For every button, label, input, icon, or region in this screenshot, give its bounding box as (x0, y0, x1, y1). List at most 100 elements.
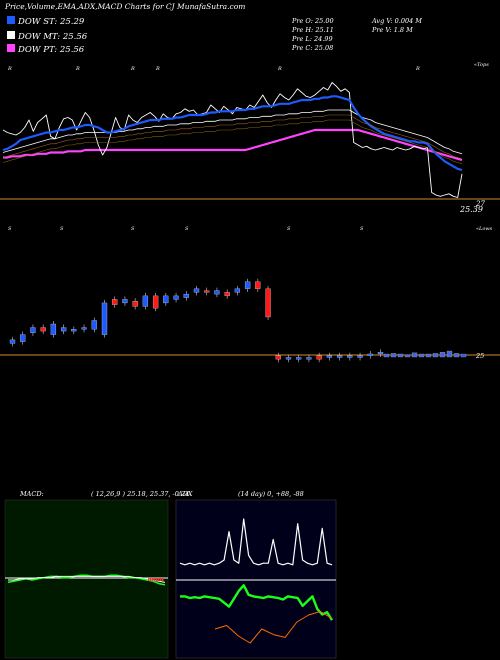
candle-27 (285, 357, 292, 360)
candle-23 (244, 281, 251, 289)
candle-35 (367, 353, 373, 356)
chart-title: Price,Volume,EMA,ADX,MACD Charts for CJ … (4, 2, 245, 11)
legend-swatch-st (7, 16, 15, 24)
stat-avg-volume: Avg V: 0.004 M (371, 17, 422, 25)
candle-30 (316, 355, 322, 360)
candle-22 (234, 288, 241, 293)
macd-hist-0 (148, 578, 150, 581)
candle-24 (255, 281, 261, 289)
ema-panel: R R R R R R «Tops 27 25.39 (0, 62, 500, 214)
legend-label-pt: DOW PT: 25.56 (17, 45, 85, 55)
tops-label: «Tops (474, 62, 489, 68)
candle-19 (204, 290, 210, 293)
candle-36 (377, 352, 384, 355)
ema-pt-line (3, 128, 463, 162)
low-marker-3: S (185, 226, 189, 232)
candle-15 (163, 295, 169, 304)
ema-st-line (2, 95, 463, 172)
volume-bar-5 (418, 353, 425, 358)
volume-bar-4 (411, 352, 418, 358)
stat-pre-high: Pre H: 25.11 (291, 26, 334, 34)
candles (9, 278, 384, 363)
macd-hist-6 (160, 578, 162, 581)
ema-mt-line (2, 109, 463, 155)
ema-band-line-2 (2, 119, 463, 165)
top-marker-5: R (415, 66, 420, 72)
candle-8 (91, 320, 97, 330)
ema-band-line-1 (2, 114, 463, 160)
stat-pre-volume: Pre V: 1.8 M (371, 26, 413, 34)
volume-bars (383, 350, 467, 358)
lows-label: «Lows (476, 226, 493, 232)
volume-bar-11 (460, 353, 467, 358)
candle-25 (265, 288, 271, 318)
candle-12 (132, 301, 138, 307)
low-marker-4: S (287, 226, 291, 232)
macd-params: ( 12,26,9 ) 25.18, 25.37, -0.24 (91, 490, 189, 498)
volume-bar-0 (383, 353, 390, 358)
candle-panel: S S S S S S «Lows 25 (0, 226, 500, 363)
candle-1 (20, 334, 26, 342)
adx-lines (179, 518, 334, 644)
candle-7 (81, 327, 87, 330)
candle-3 (40, 327, 46, 332)
candle-28 (296, 357, 302, 360)
candle-32 (336, 355, 343, 358)
macd-hist-7 (162, 578, 164, 581)
candle-33 (347, 355, 353, 358)
volume-bar-3 (404, 354, 411, 358)
macd-hist-1 (150, 578, 152, 581)
volume-price-label: 25 (475, 352, 484, 360)
macd-hist-4 (156, 578, 158, 581)
candle-14 (152, 295, 159, 309)
candle-13 (142, 295, 149, 307)
volume-bar-8 (439, 352, 446, 358)
macd-label: MACD: (19, 490, 44, 498)
legend-label-st: DOW ST: 25.29 (17, 17, 85, 27)
top-marker-2: R (130, 66, 135, 72)
adx-params: (14 day) 0, +88, -88 (238, 490, 304, 498)
adx-minus-di-line (180, 584, 334, 621)
ema-lines (2, 82, 463, 198)
macd-lines (7, 574, 166, 586)
candle-16 (173, 295, 179, 300)
legend-label-mt: DOW MT: 25.56 (17, 32, 88, 42)
stat-pre-close: Pre C: 25.08 (291, 44, 333, 52)
adx-line (214, 611, 333, 644)
candle-17 (183, 293, 189, 298)
stats: Pre O: 25.00 Pre H: 25.11 Pre L: 24.99 P… (291, 17, 422, 52)
legend-swatch-pt (7, 44, 15, 52)
volume-bar-1 (390, 353, 397, 358)
candle-20 (214, 290, 220, 295)
candle-26 (275, 355, 281, 360)
candle-10 (112, 299, 118, 305)
volume-bar-2 (397, 353, 404, 358)
adx-box (175, 499, 337, 659)
candle-2 (30, 327, 36, 333)
adx-panel: ADX (14 day) 0, +88, -88 (175, 490, 337, 659)
macd-hist-3 (154, 578, 156, 581)
macd-hist-5 (158, 578, 160, 581)
candle-9 (101, 302, 108, 335)
low-marker-0: S (8, 226, 12, 232)
top-marker-3: R (155, 66, 160, 72)
candle-6 (71, 329, 77, 332)
volume-bar-6 (425, 353, 432, 358)
adx-label: ADX (177, 490, 193, 498)
volume-bar-10 (453, 353, 460, 358)
legend: DOW ST: 25.29 DOW MT: 25.56 DOW PT: 25.5… (7, 16, 88, 55)
price-line (2, 82, 463, 198)
top-marker-0: R (7, 66, 12, 72)
top-marker-1: R (75, 66, 80, 72)
low-marker-5: S (360, 226, 364, 232)
candle-29 (306, 357, 312, 360)
candle-5 (60, 327, 67, 332)
candle-18 (193, 288, 200, 293)
candle-11 (122, 299, 128, 304)
legend-swatch-mt (7, 31, 15, 39)
candle-4 (50, 323, 57, 335)
adx-plus-di-line (179, 518, 333, 566)
macd-signal-line (8, 575, 166, 583)
stat-pre-open: Pre O: 25.00 (291, 17, 334, 25)
